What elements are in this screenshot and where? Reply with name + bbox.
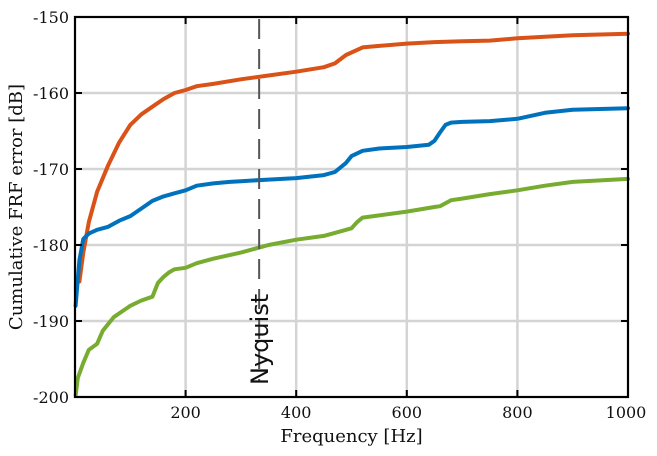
series-line-1	[77, 31, 630, 284]
nyquist-annotation: Nyquist	[246, 19, 274, 385]
y-tick-label: -180	[33, 236, 69, 255]
x-tick-label: 1000	[606, 403, 647, 422]
series-line-3	[73, 176, 630, 398]
x-tick-label: 400	[281, 403, 312, 422]
x-axis-label: Frequency [Hz]	[280, 426, 422, 447]
series-group	[73, 31, 630, 398]
y-tick-labels: -200 -190 -180 -170 -160 -150	[33, 8, 69, 407]
grid-lines	[75, 17, 628, 397]
y-tick-label: -150	[33, 8, 69, 27]
y-tick-label: -160	[33, 84, 69, 103]
y-tick-label: -190	[33, 312, 69, 331]
x-tick-labels: 200 400 600 800 1000	[170, 403, 646, 422]
y-axis-label: Cumulative FRF error [dB]	[6, 84, 27, 330]
x-tick-label: 200	[170, 403, 201, 422]
series-line-2	[73, 106, 630, 308]
nyquist-label: Nyquist	[246, 294, 274, 385]
x-tick-label: 600	[392, 403, 423, 422]
plot-frame	[73, 15, 630, 399]
x-tick-label: 800	[502, 403, 533, 422]
y-tick-label: -200	[33, 388, 69, 407]
y-tick-label: -170	[33, 160, 69, 179]
tick-marks	[75, 16, 629, 398]
